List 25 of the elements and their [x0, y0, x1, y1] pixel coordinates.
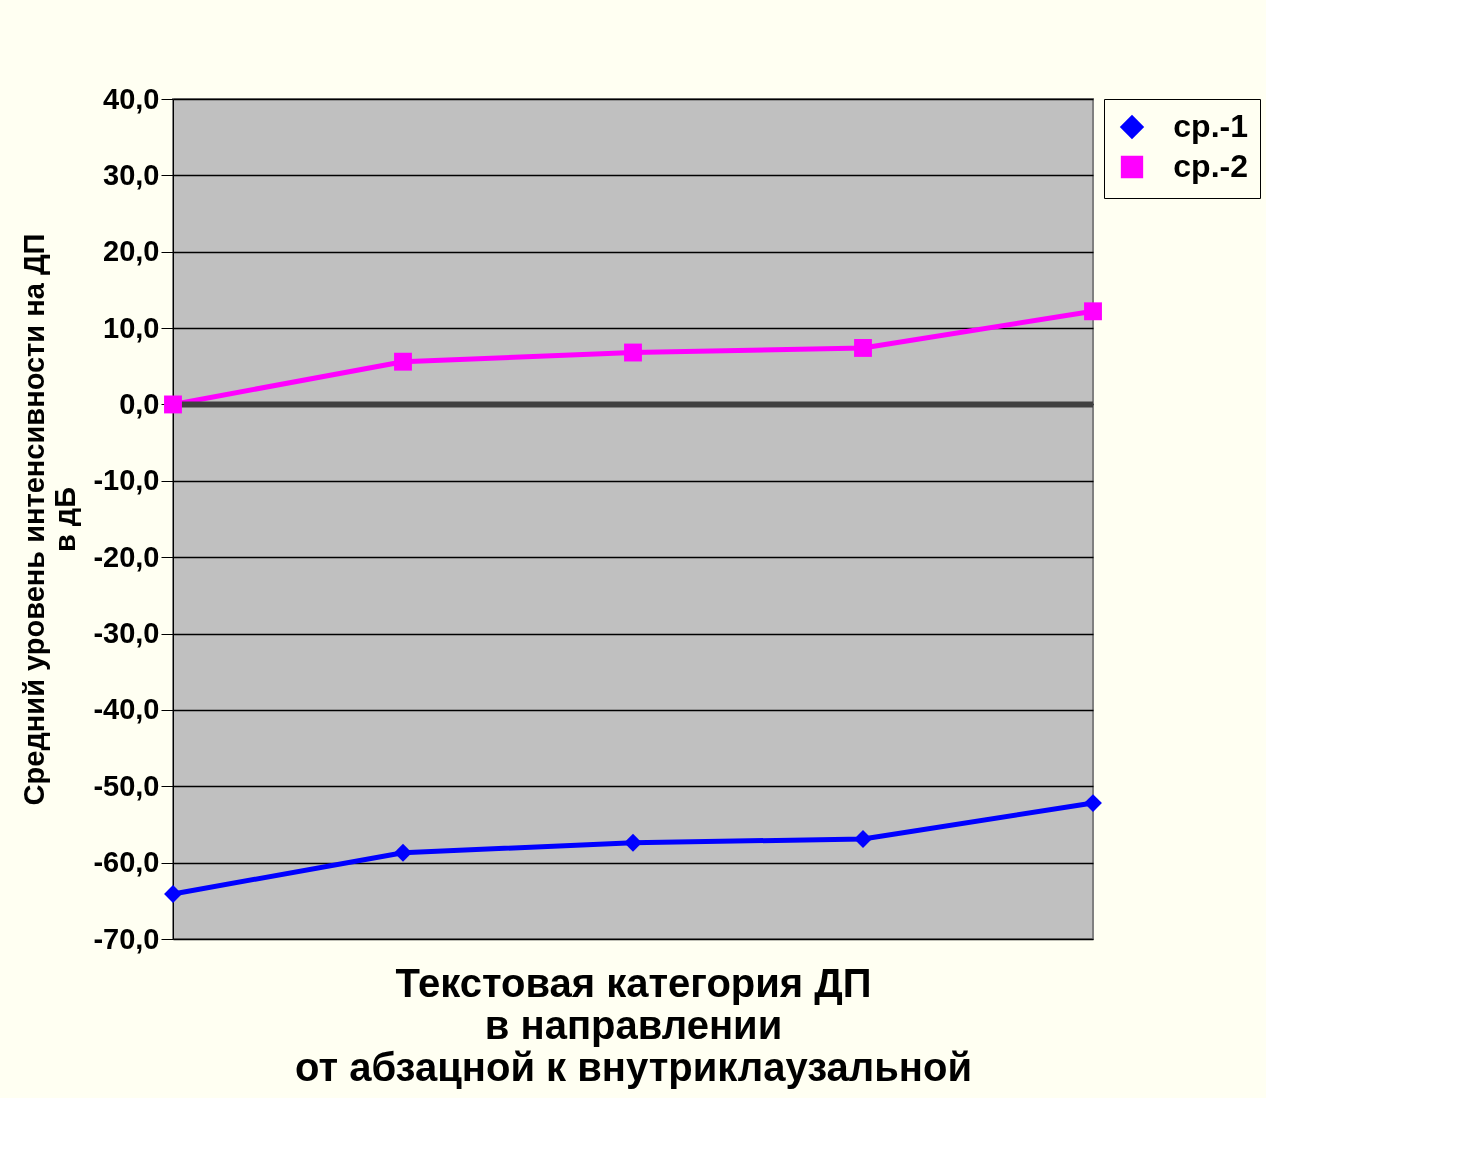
x-axis-title: Текстовая категория ДП в направлении от абзацной к внутриклаузальной: [295, 960, 972, 1089]
y-tick-label: -40,0: [93, 693, 160, 726]
point: [1084, 794, 1102, 813]
y-tick-label: -20,0: [93, 540, 160, 573]
y-tick-label: 40,0: [103, 82, 160, 115]
point: [624, 833, 642, 852]
y-tick-label: -70,0: [93, 922, 160, 955]
y-tick-label: 0,0: [119, 387, 160, 420]
y-tick-label: -50,0: [93, 769, 160, 802]
y-axis-title: Средний уровень интенсивности на ДП в дБ: [18, 233, 82, 806]
point: [394, 352, 412, 371]
y-tick-label: -30,0: [93, 617, 160, 650]
point: [164, 885, 182, 903]
y-tick-label: 20,0: [103, 235, 160, 268]
legend-label: ср.-1: [1173, 108, 1248, 144]
point: [854, 830, 872, 848]
point: [394, 843, 412, 862]
legend-label: ср.-2: [1173, 148, 1248, 184]
y-tick-label: -10,0: [93, 464, 160, 497]
y-tick-label: 30,0: [103, 158, 160, 191]
point: [854, 339, 872, 357]
point: [624, 343, 642, 362]
point: [1084, 302, 1102, 321]
y-tick-label: -60,0: [93, 846, 160, 879]
y-tick-label: 10,0: [103, 311, 160, 344]
